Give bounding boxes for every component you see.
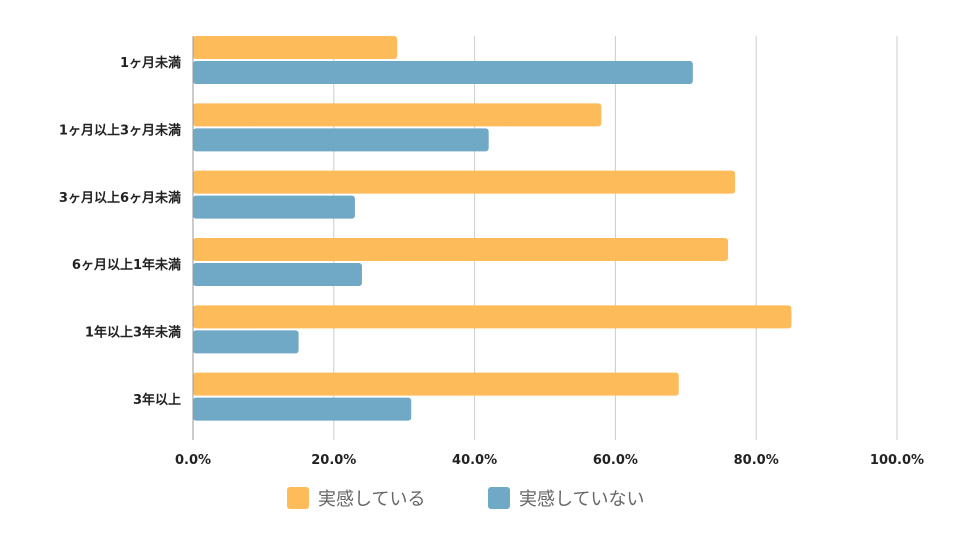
category-label: 6ヶ月以上1年未満 [72,257,181,273]
bar-series-1 [193,305,792,329]
category-label: 3ヶ月以上6ヶ月未満 [59,190,181,206]
bar-series-2 [193,128,489,152]
bar-series-2 [193,330,299,354]
bar-series-1 [193,170,736,194]
x-tick-labels: 0.0% 20.0% 40.0% 60.0% 80.0% 100.0% [175,453,924,468]
bar-series-2 [193,263,362,286]
category-label: 3年以上 [133,392,181,408]
legend-swatch [287,487,309,509]
bar-series-2 [193,397,412,421]
bar-series-1 [193,372,679,396]
category-labels: 1ヶ月未満 1ヶ月以上3ヶ月未満 3ヶ月以上6ヶ月未満 6ヶ月以上1年未満 1年以上3年… [59,55,181,408]
category-label: 1ヶ月未満 [120,55,181,71]
category-label: 1ヶ月以上3ヶ月未満 [59,123,181,139]
bar-series-1 [193,238,729,261]
bar-series-1 [193,36,398,59]
x-tick-label: 100.0% [870,453,924,468]
bar-series-2 [193,195,355,219]
x-tick-label: 80.0% [734,453,779,468]
legend-swatch [488,487,510,509]
bars [193,36,792,421]
x-tick-label: 20.0% [311,453,356,468]
x-tick-label: 40.0% [452,453,497,468]
category-label: 1年以上3年未満 [85,325,181,341]
legend-label: 実感している [318,489,425,510]
bar-series-2 [193,61,693,84]
x-tick-label: 0.0% [175,453,211,468]
bar-series-1 [193,103,602,127]
legend: 実感している 実感していない [287,487,644,510]
legend-label: 実感していない [519,489,644,510]
x-tick-label: 60.0% [593,453,638,468]
